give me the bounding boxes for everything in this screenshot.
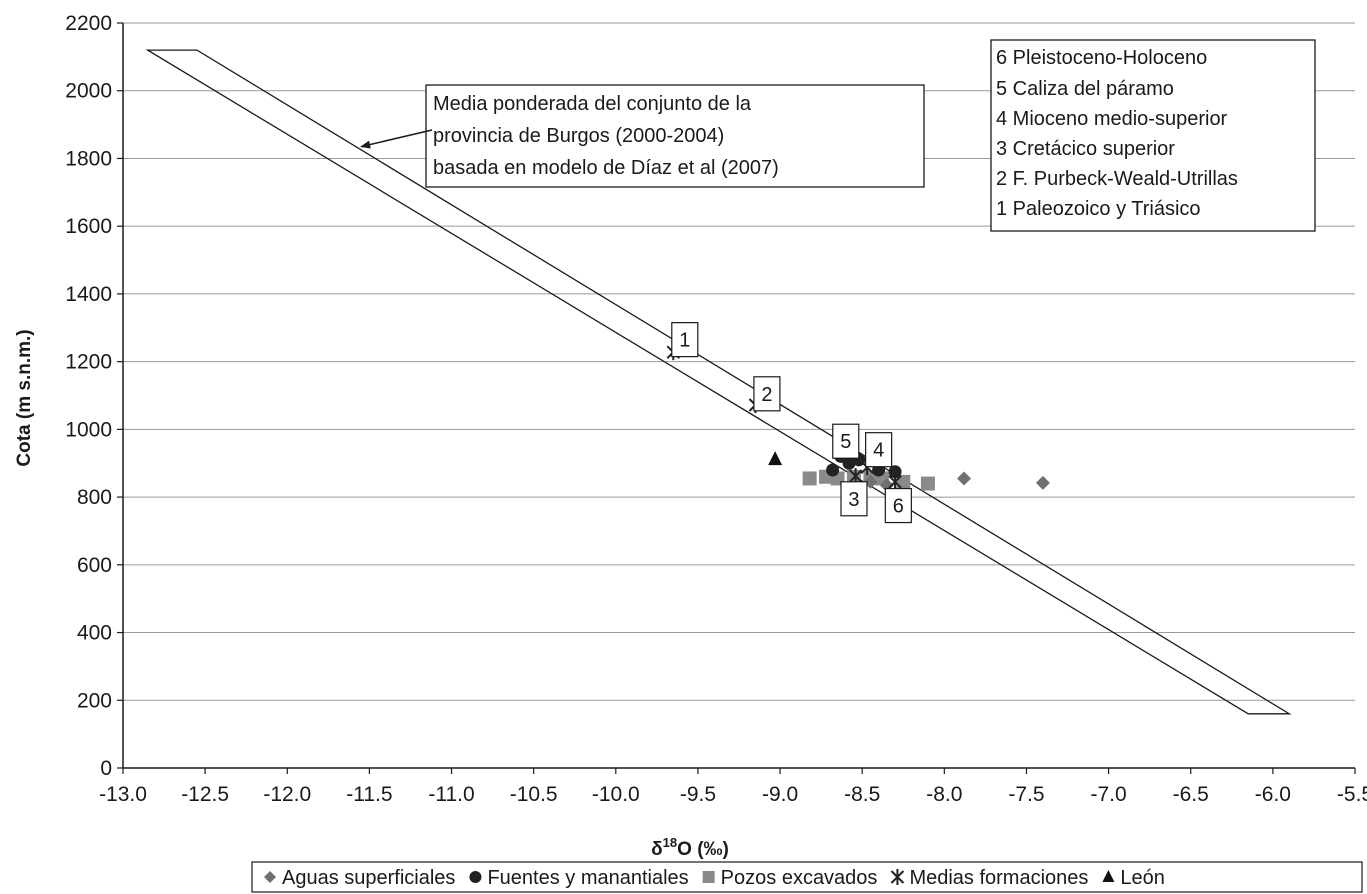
point-pozos-excavados-0 (802, 471, 817, 486)
y-tick-label-3: 600 (77, 554, 112, 577)
x-tick-label-0: -13.0 (99, 783, 147, 806)
y-tick-label-4: 800 (77, 486, 112, 509)
formation-key-6: 6 Pleistoceno-Holoceno (996, 47, 1207, 69)
band-outline (145, 49, 1292, 715)
point-label-6: 6 (893, 496, 904, 518)
point-labels: 1 2 5 4 3 6 (671, 322, 912, 524)
annotation-line-2: provincia de Burgos (2000-2004) (433, 125, 724, 147)
x-axis-title-rest: O (‰) (677, 839, 729, 860)
point-label-box-1 (671, 322, 699, 358)
x-tick-label-7: -9.5 (680, 783, 716, 806)
legend: Aguas superficiales Fuentes y manantiales… (251, 861, 1363, 893)
x-tick-label-6: -10.0 (592, 783, 640, 806)
point-label-1: 1 (679, 330, 690, 352)
y-axis-title: Cota (m s.n.m.) (14, 329, 35, 466)
annotation-line-1: Media ponderada del conjunto de la (433, 93, 752, 115)
point-aguas-superficiales-0 (957, 471, 972, 486)
annotation-box: Media ponderada del conjunto de la provi… (425, 84, 925, 188)
point-label-box-4 (865, 432, 893, 468)
legend-label-pozos-excavados: Pozos excavados (721, 867, 878, 889)
formation-key-2: 2 F. Purbeck-Weald-Utrillas (996, 168, 1238, 190)
x-tick-label-1: -12.5 (181, 783, 229, 806)
x-tick-label-8: -9.0 (762, 783, 798, 806)
legend-marker-pozos-excavados (702, 871, 715, 883)
x-tick-label-2: -12.0 (263, 783, 311, 806)
x-tick-label-13: -6.5 (1173, 783, 1209, 806)
x-tick-label-12: -7.0 (1091, 783, 1127, 806)
formation-key-5: 5 Caliza del páramo (996, 78, 1174, 100)
x-tick-label-11: -7.5 (1008, 783, 1044, 806)
point-pozos-excavados-7 (920, 476, 935, 491)
x-tick-label-10: -8.0 (926, 783, 962, 806)
axes (117, 22, 1356, 774)
y-tick-label-6: 1200 (65, 351, 112, 374)
x-axis-title: δ18O (‰) (651, 835, 729, 860)
point-label-2: 2 (761, 384, 772, 406)
point-aguas-superficiales-1 (1035, 475, 1050, 490)
formation-key-1: 1 Paleozoico y Triásico (996, 198, 1201, 220)
formation-key-4: 4 Mioceno medio-superior (996, 108, 1228, 130)
point-label-box-6 (884, 487, 912, 524)
point-medias-formaciones-5 (888, 473, 902, 490)
legend-marker-fuentes-y-manantiales (469, 871, 482, 883)
data-points (666, 344, 1050, 493)
legend-marker-le-n (1102, 870, 1115, 882)
legend-label-medias-formaciones: Medias formaciones (909, 867, 1088, 889)
x-axis-title-sup: 18 (663, 835, 677, 850)
annotation-arrow (360, 129, 433, 149)
y-tick-label-0: 0 (100, 757, 112, 780)
y-tick-labels: 0 200 400 600 800 1000 1200 1400 1600 1800 2000 220… (65, 12, 112, 780)
x-tick-label-14: -6.0 (1255, 783, 1291, 806)
x-tick-label-15: -5.5 (1337, 783, 1367, 806)
x-axis-title-base: δ (651, 839, 663, 860)
formation-key-3: 3 Cretácico superior (996, 138, 1175, 160)
y-tick-label-7: 1400 (65, 283, 112, 306)
y-tick-label-1: 200 (77, 689, 112, 712)
y-tick-label-10: 2000 (65, 80, 112, 103)
y-tick-label-5: 1000 (65, 418, 112, 441)
formations-key: 6 Pleistoceno-Holoceno 5 Caliza del pára… (990, 39, 1316, 232)
y-tick-label-9: 1800 (65, 147, 112, 170)
point-label-box-3 (840, 481, 868, 517)
legend-label-fuentes-y-manantiales: Fuentes y manantiales (487, 867, 688, 889)
y-tick-label-11: 2200 (65, 12, 112, 35)
x-tick-label-9: -8.5 (844, 783, 880, 806)
legend-label-aguas-superficiales: Aguas superficiales (282, 867, 455, 889)
point-label-4: 4 (873, 440, 884, 462)
legend-marker-aguas-superficiales (264, 871, 276, 883)
x-tick-label-3: -11.5 (346, 783, 392, 806)
point-fuentes-y-manantiales-0 (826, 463, 840, 477)
point-label-box-2 (753, 376, 781, 412)
y-tick-label-8: 1600 (65, 215, 112, 238)
point-le-n-0 (768, 451, 783, 466)
legend-label-le-n: León (1120, 867, 1165, 889)
legend-marker-medias-formaciones (890, 869, 905, 885)
x-tick-labels: -13.0 -12.5 -12.0 -11.5 -11.0 -10.5 -10.0 -9.5 -… (99, 783, 1367, 806)
y-tick-label-2: 400 (77, 622, 112, 645)
point-fuentes-y-manantiales-6 (888, 465, 902, 479)
point-label-3: 3 (848, 489, 859, 511)
x-tick-label-5: -10.5 (510, 783, 558, 806)
point-label-box-5 (832, 423, 860, 459)
x-tick-label-4: -11.0 (428, 783, 474, 806)
annotation-line-3: basada en modelo de Díaz et al (2007) (433, 157, 779, 179)
point-label-5: 5 (840, 431, 851, 453)
isotope-altitude-band (145, 49, 1292, 715)
